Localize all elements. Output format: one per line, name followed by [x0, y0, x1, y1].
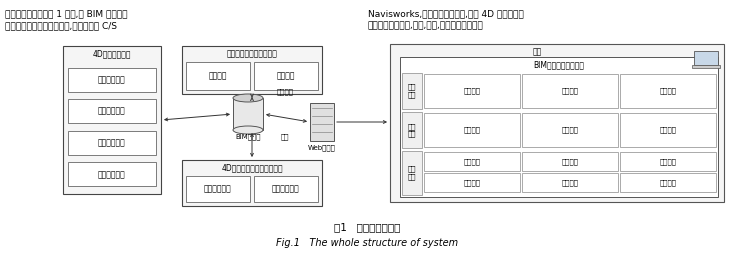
Text: 工期分析: 工期分析 [463, 88, 481, 94]
Text: 变更管理: 变更管理 [562, 179, 578, 186]
Bar [692, 65, 720, 68]
Text: 4D施工过程模拟与优化系统: 4D施工过程模拟与优化系统 [221, 164, 283, 173]
Bar [233, 98, 263, 130]
Text: 碰撞处理: 碰撞处理 [277, 72, 295, 81]
Bar [424, 173, 520, 192]
Text: 事件追踪: 事件追踪 [660, 127, 677, 133]
Text: 施工过程优化: 施工过程优化 [272, 184, 300, 193]
Bar [68, 99, 156, 123]
Text: 业务
管理: 业务 管理 [408, 166, 416, 180]
Text: 图1   系统的整体架构: 图1 系统的整体架构 [334, 222, 400, 232]
Bar [186, 176, 250, 202]
Text: 文档管理: 文档管理 [660, 179, 677, 186]
Bar [68, 68, 156, 92]
Text: 设计及施工碰撞检测系统: 设计及施工碰撞检测系统 [227, 50, 277, 59]
Ellipse shape [233, 94, 263, 102]
Text: 模型管理: 模型管理 [463, 158, 481, 165]
Bar [620, 173, 716, 192]
Text: 系统的整体架构如图 1 所示,由 BIM 模型和信: 系统的整体架构如图 1 所示,由 BIM 模型和信 [5, 9, 128, 18]
Bar [254, 176, 318, 202]
Text: 施工场地管理: 施工场地管理 [98, 170, 126, 179]
Text: BIM信息集成应用平台: BIM信息集成应用平台 [534, 61, 584, 70]
Text: BIM数据库: BIM数据库 [236, 134, 261, 140]
Text: 数据查询: 数据查询 [463, 127, 481, 133]
Text: Navisworks,与施工进度相结合,形成 4D 施工模型。: Navisworks,与施工进度相结合,形成 4D 施工模型。 [368, 9, 524, 18]
Text: 施工质量管理: 施工质量管理 [98, 138, 126, 147]
Text: 统计分析: 统计分析 [562, 127, 578, 133]
Ellipse shape [233, 126, 263, 134]
Text: 接口: 接口 [280, 134, 289, 140]
Text: 4D施工管理系统: 4D施工管理系统 [92, 50, 131, 59]
Bar [68, 131, 156, 155]
Text: 决策
支持: 决策 支持 [408, 84, 416, 98]
Text: 息集成管理系统两部分组成,分别设置为 C/S: 息集成管理系统两部分组成,分别设置为 C/S [5, 21, 117, 30]
Text: 质量管理: 质量管理 [660, 158, 677, 165]
Bar [620, 113, 716, 147]
Bar [522, 113, 618, 147]
Bar [63, 46, 161, 194]
Text: 施工成本管理: 施工成本管理 [98, 107, 126, 116]
Text: 实时
控制: 实时 控制 [408, 123, 416, 137]
Bar [424, 152, 520, 171]
Bar [402, 151, 422, 195]
Bar [402, 112, 422, 148]
Bar [620, 74, 716, 108]
Bar [182, 46, 322, 94]
Bar [310, 103, 334, 141]
Text: 系统集成: 系统集成 [277, 89, 294, 95]
Text: 施工过程模拟: 施工过程模拟 [204, 184, 232, 193]
Bar [254, 62, 318, 90]
Text: 施工进度管理: 施工进度管理 [98, 75, 126, 84]
Text: 碰撞检测: 碰撞检测 [208, 72, 228, 81]
Text: Web服务器: Web服务器 [308, 145, 336, 151]
Bar [400, 57, 718, 197]
Text: 进度管理: 进度管理 [562, 158, 578, 165]
Bar [68, 162, 156, 186]
Bar [522, 173, 618, 192]
Text: 效能分析: 效能分析 [660, 88, 677, 94]
Bar [390, 44, 724, 202]
Text: 外网: 外网 [532, 47, 542, 56]
Text: 碰撞管理: 碰撞管理 [463, 179, 481, 186]
Bar [522, 74, 618, 108]
Bar [402, 73, 422, 109]
Text: 并附加了工程成本,人员,材料,机械等与施工过程: 并附加了工程成本,人员,材料,机械等与施工过程 [368, 21, 484, 30]
Bar [424, 113, 520, 147]
Bar [182, 160, 322, 206]
Bar [694, 51, 718, 65]
Bar [620, 152, 716, 171]
Bar [522, 152, 618, 171]
Text: Fig.1   The whole structure of system: Fig.1 The whole structure of system [276, 238, 458, 248]
Text: 台账分析: 台账分析 [562, 88, 578, 94]
Bar [186, 62, 250, 90]
Bar [424, 74, 520, 108]
